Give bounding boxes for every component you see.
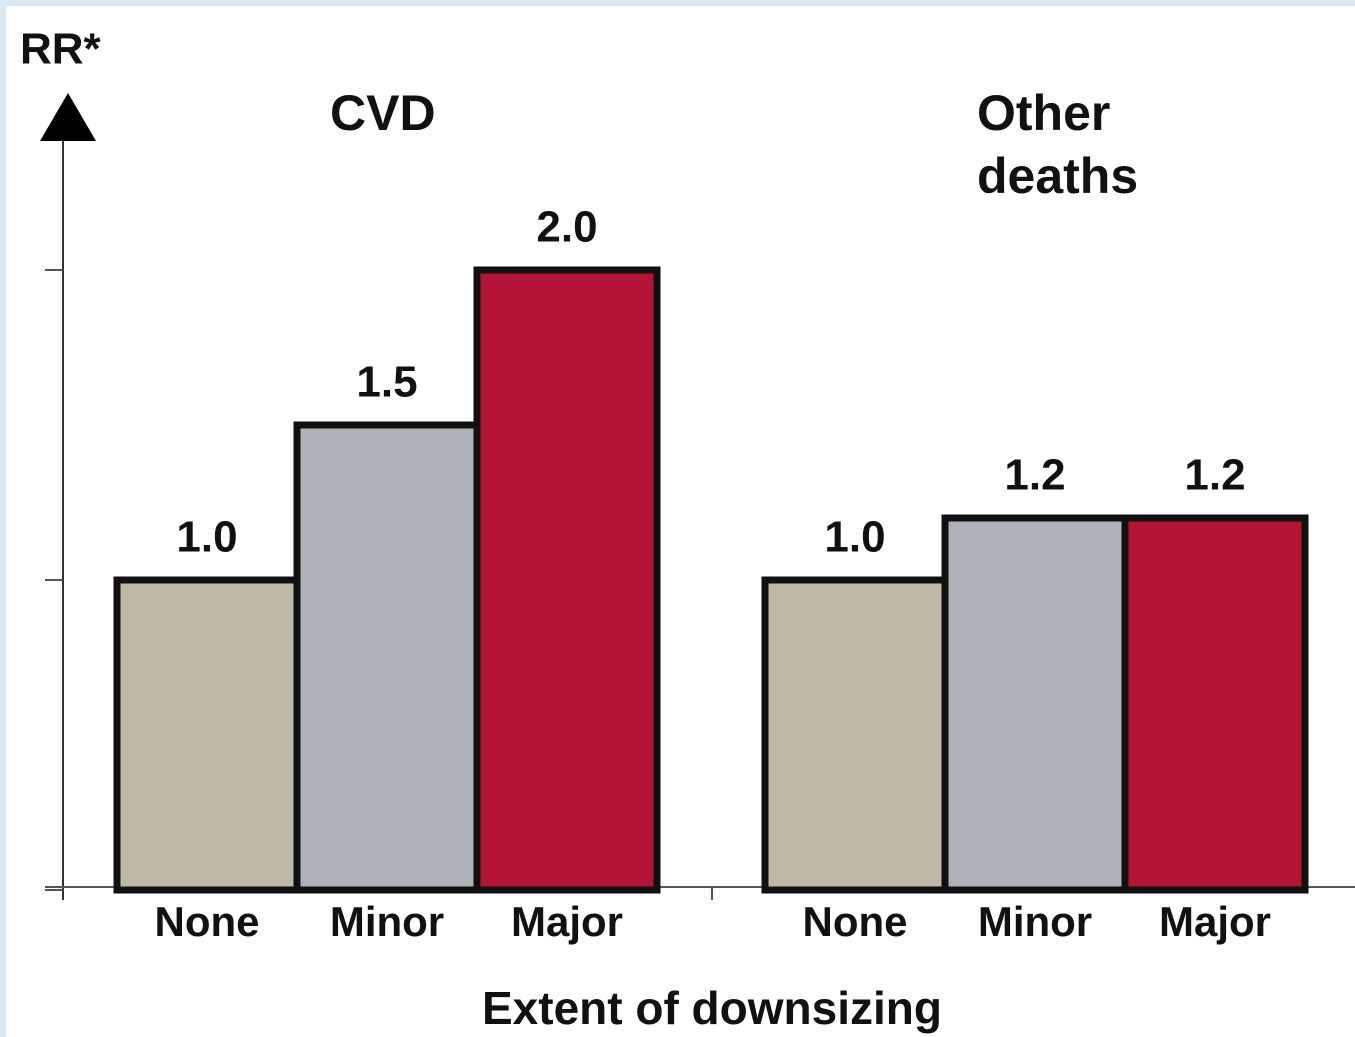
- value-label: 2.0: [536, 203, 597, 252]
- group-title: Other deaths: [977, 85, 1139, 204]
- bar: [473, 266, 661, 894]
- frame-left: [0, 0, 6, 1037]
- value-label: 1.2: [1004, 451, 1065, 500]
- bar: [761, 576, 949, 894]
- value-label: 1.0: [824, 513, 885, 562]
- x-tick-label: Minor: [978, 898, 1092, 945]
- x-tick-label: Major: [511, 898, 623, 945]
- group-title: CVD: [330, 85, 436, 141]
- y-label: RR*: [20, 25, 102, 74]
- value-label: 1.2: [1184, 451, 1245, 500]
- frame-top: [0, 0, 1355, 6]
- value-label: 1.0: [176, 513, 237, 562]
- bar: [113, 576, 301, 894]
- bar: [941, 514, 1129, 894]
- value-label: 1.5: [356, 358, 417, 407]
- x-tick-label: None: [155, 898, 260, 945]
- x-tick-label: Major: [1159, 898, 1271, 945]
- y-axis-arrow: [40, 93, 96, 141]
- x-tick-label: Minor: [330, 898, 444, 945]
- x-label: Extent of downsizing: [482, 982, 942, 1034]
- bar: [1121, 514, 1309, 894]
- x-tick-label: None: [803, 898, 908, 945]
- bar: [293, 421, 481, 894]
